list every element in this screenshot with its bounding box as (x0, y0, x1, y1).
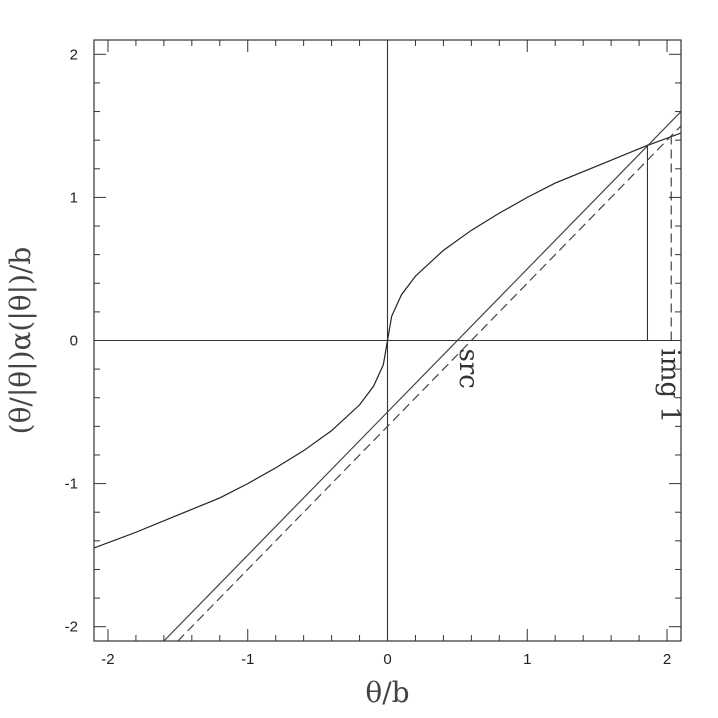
x-tick-label: 0 (383, 651, 391, 668)
y-tick-label: -1 (65, 476, 78, 493)
y-tick-label: -2 (65, 619, 78, 636)
annotation-label-1: src (453, 349, 483, 389)
y-tick-label: 2 (70, 46, 78, 63)
y-tick-label: 0 (70, 333, 78, 350)
ticks (94, 40, 681, 641)
y-tick-label: 1 (70, 189, 78, 206)
x-tick-label: -2 (101, 651, 114, 668)
tick-labels: -2 -1 0 1 2 -2 -1 0 1 2 (65, 46, 672, 668)
x-tick-label: -1 (241, 651, 254, 668)
annotations: src img 1 (453, 349, 684, 423)
x-tick-label: 2 (663, 651, 671, 668)
y-axis-title: (θ/|θ|)α(|θ|)/b (4, 247, 37, 435)
x-axis-title: θ/b (365, 676, 409, 709)
plot-area (94, 40, 681, 641)
series-line-2 (163, 111, 681, 641)
series-line-1 (94, 132, 681, 549)
annotation-label-2: img 1 (654, 349, 684, 423)
series-line-3 (177, 125, 681, 641)
x-tick-label: 1 (523, 651, 531, 668)
